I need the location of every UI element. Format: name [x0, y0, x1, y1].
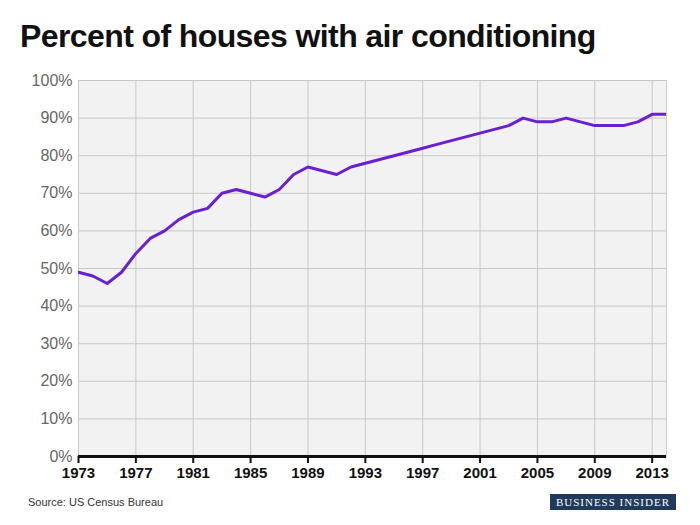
svg-text:60%: 60%: [40, 222, 72, 239]
svg-text:50%: 50%: [40, 260, 72, 277]
svg-text:2005: 2005: [521, 464, 554, 481]
svg-text:70%: 70%: [40, 184, 72, 201]
svg-text:2013: 2013: [635, 464, 668, 481]
svg-text:1981: 1981: [177, 464, 210, 481]
html-text:Percent of houses with air con: Percent of houses with air conditioning: [20, 18, 596, 54]
svg-text:100%: 100%: [32, 72, 73, 89]
svg-text:40%: 40%: [40, 297, 72, 314]
svg-text:2001: 2001: [463, 464, 496, 481]
svg-text:10%: 10%: [40, 410, 72, 427]
html-text:BUSINESS INSIDER: BUSINESS INSIDER: [555, 496, 670, 508]
svg-text:90%: 90%: [40, 109, 72, 126]
svg-text:1985: 1985: [234, 464, 267, 481]
svg-text:0%: 0%: [49, 448, 72, 465]
svg-text:30%: 30%: [40, 335, 72, 352]
svg-text:1973: 1973: [62, 464, 95, 481]
svg-text:80%: 80%: [40, 147, 72, 164]
svg-text:2009: 2009: [578, 464, 611, 481]
html-text:Source: US Census Bureau: Source: US Census Bureau: [28, 496, 164, 508]
svg-text:1993: 1993: [349, 464, 382, 481]
svg-text:1997: 1997: [406, 464, 439, 481]
svg-text:20%: 20%: [40, 372, 72, 389]
svg-text:1989: 1989: [291, 464, 324, 481]
svg-text:1977: 1977: [119, 464, 152, 481]
